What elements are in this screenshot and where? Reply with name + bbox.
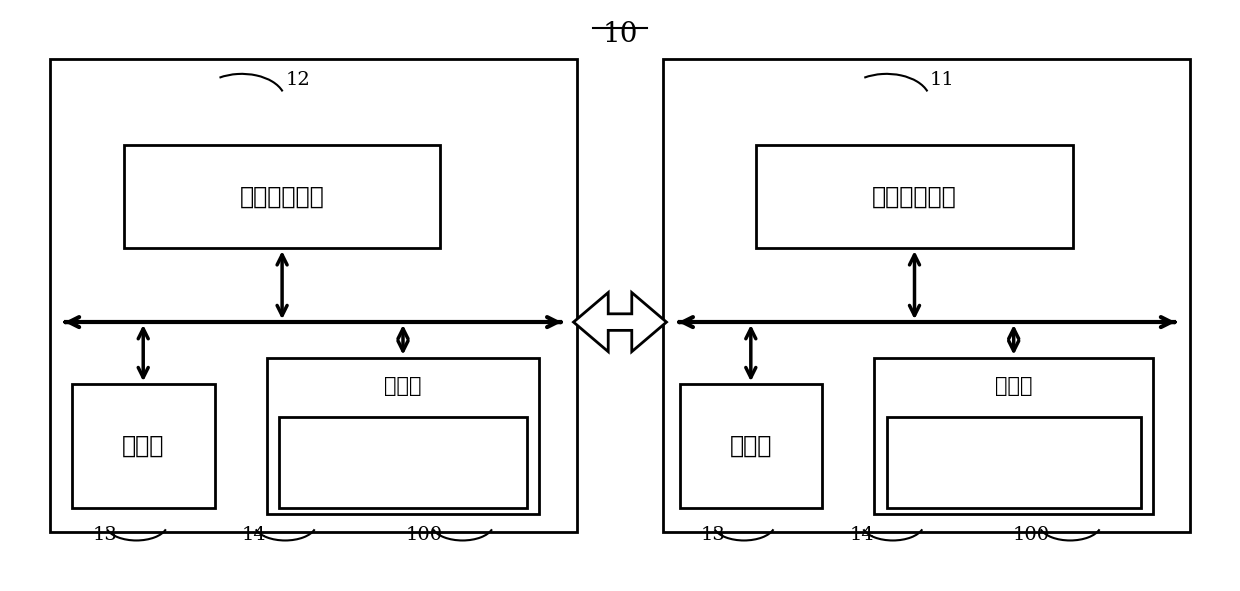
Text: 100: 100 bbox=[1013, 526, 1050, 544]
Text: 13: 13 bbox=[701, 526, 725, 544]
Text: 10: 10 bbox=[603, 21, 637, 48]
Bar bbox=[279, 417, 527, 508]
Bar bbox=[887, 417, 1141, 508]
Text: 11: 11 bbox=[930, 71, 955, 89]
Bar bbox=[50, 59, 577, 532]
Bar bbox=[663, 59, 1190, 532]
Text: 存储器: 存储器 bbox=[994, 376, 1033, 396]
Bar bbox=[680, 384, 822, 508]
Text: 处理器: 处理器 bbox=[729, 434, 773, 458]
Text: 100: 100 bbox=[405, 526, 443, 544]
Bar bbox=[267, 358, 539, 514]
Text: 12: 12 bbox=[285, 71, 310, 89]
Bar bbox=[72, 384, 215, 508]
Bar bbox=[756, 145, 1073, 248]
Bar bbox=[874, 358, 1153, 514]
Text: 第二交换芯片: 第二交换芯片 bbox=[239, 184, 325, 209]
Text: 存储器: 存储器 bbox=[384, 376, 422, 396]
Text: 处理器: 处理器 bbox=[122, 434, 165, 458]
Text: 表项迁移装置: 表项迁移装置 bbox=[971, 450, 1056, 475]
Text: 14: 14 bbox=[242, 526, 267, 544]
Bar bbox=[124, 145, 440, 248]
Polygon shape bbox=[573, 293, 667, 352]
Text: 第一交换芯片: 第一交换芯片 bbox=[872, 184, 957, 209]
Text: 13: 13 bbox=[93, 526, 118, 544]
Text: 表项迁移装置: 表项迁移装置 bbox=[361, 450, 445, 475]
Text: 14: 14 bbox=[849, 526, 874, 544]
